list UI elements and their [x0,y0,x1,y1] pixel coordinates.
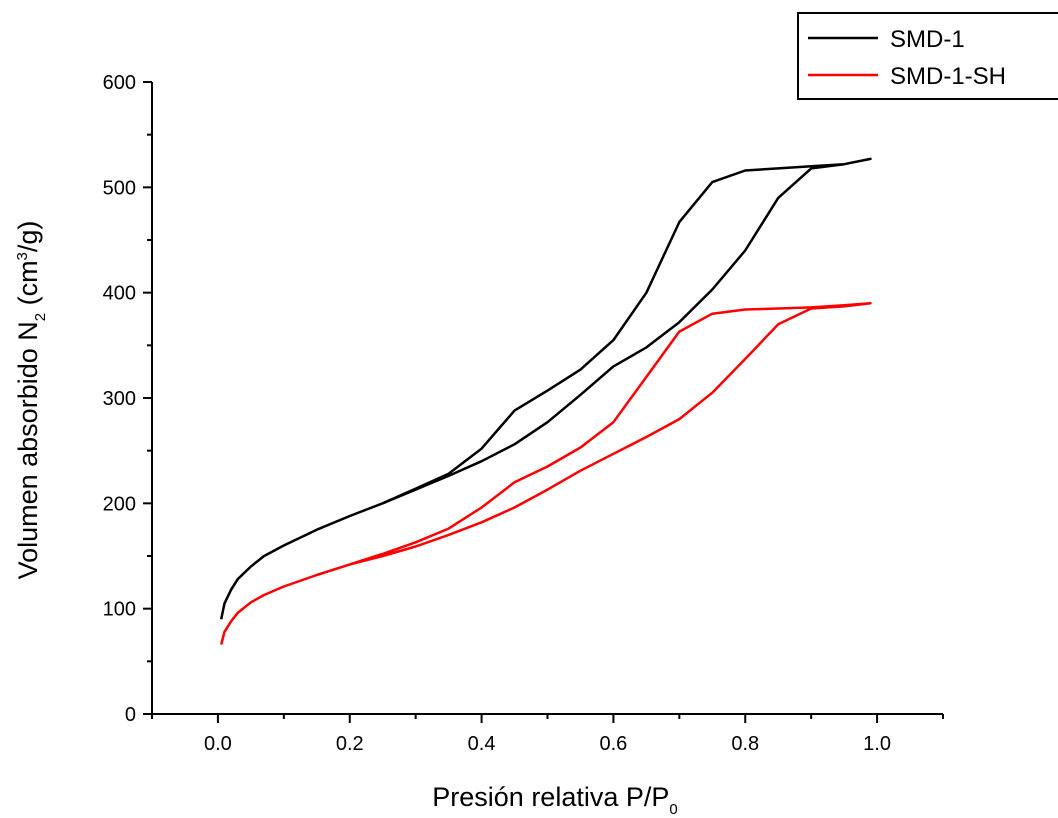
legend-box [797,12,1058,100]
x-tick-label: 0.6 [600,733,628,755]
y-tick-label: 0 [125,704,136,726]
legend: SMD-1 SMD-1-SH [797,12,1058,100]
legend-label-smd-1: SMD-1 [890,26,965,53]
x-tick-label: 0.0 [204,733,232,755]
y-tick-label: 500 [103,177,136,199]
y-axis-title-superscript: 3 [14,252,31,260]
x-tick-label: 0.4 [468,733,496,755]
y-axis-title-unit-end: /g) [13,221,43,253]
y-axis-ticks: 0 100 200 300 400 500 600 [103,72,152,726]
x-axis-title-main: Presión relativa P/P [432,782,669,812]
series-line-smd-1 [219,157,872,620]
x-axis-title-subscript: 0 [669,801,677,818]
x-tick-label: 0.8 [731,733,759,755]
y-tick-label: 400 [103,283,136,305]
y-axis-title-main: Volumen absorbido N [13,321,43,579]
x-axis-ticks: 0.0 0.2 0.4 0.6 0.8 1.0 [151,714,944,755]
y-tick-label: 100 [103,599,136,621]
y-tick-label: 600 [103,72,136,94]
series-layer [219,157,872,645]
x-axis-title: Presión relativa P/P0 [432,782,677,818]
y-axis-title-subscript: 2 [32,313,49,321]
y-tick-label: 200 [103,493,136,515]
legend-label-smd-1-sh: SMD-1-SH [890,63,1006,90]
x-tick-label: 0.2 [336,733,364,755]
y-tick-label: 300 [103,388,136,410]
series-line-smd-1-sh [219,301,872,645]
y-axis-title: Volumen absorbido N2 (cm3/g) [13,221,49,580]
x-tick-label: 1.0 [863,733,891,755]
y-axis-title-unit: (cm [13,260,43,312]
